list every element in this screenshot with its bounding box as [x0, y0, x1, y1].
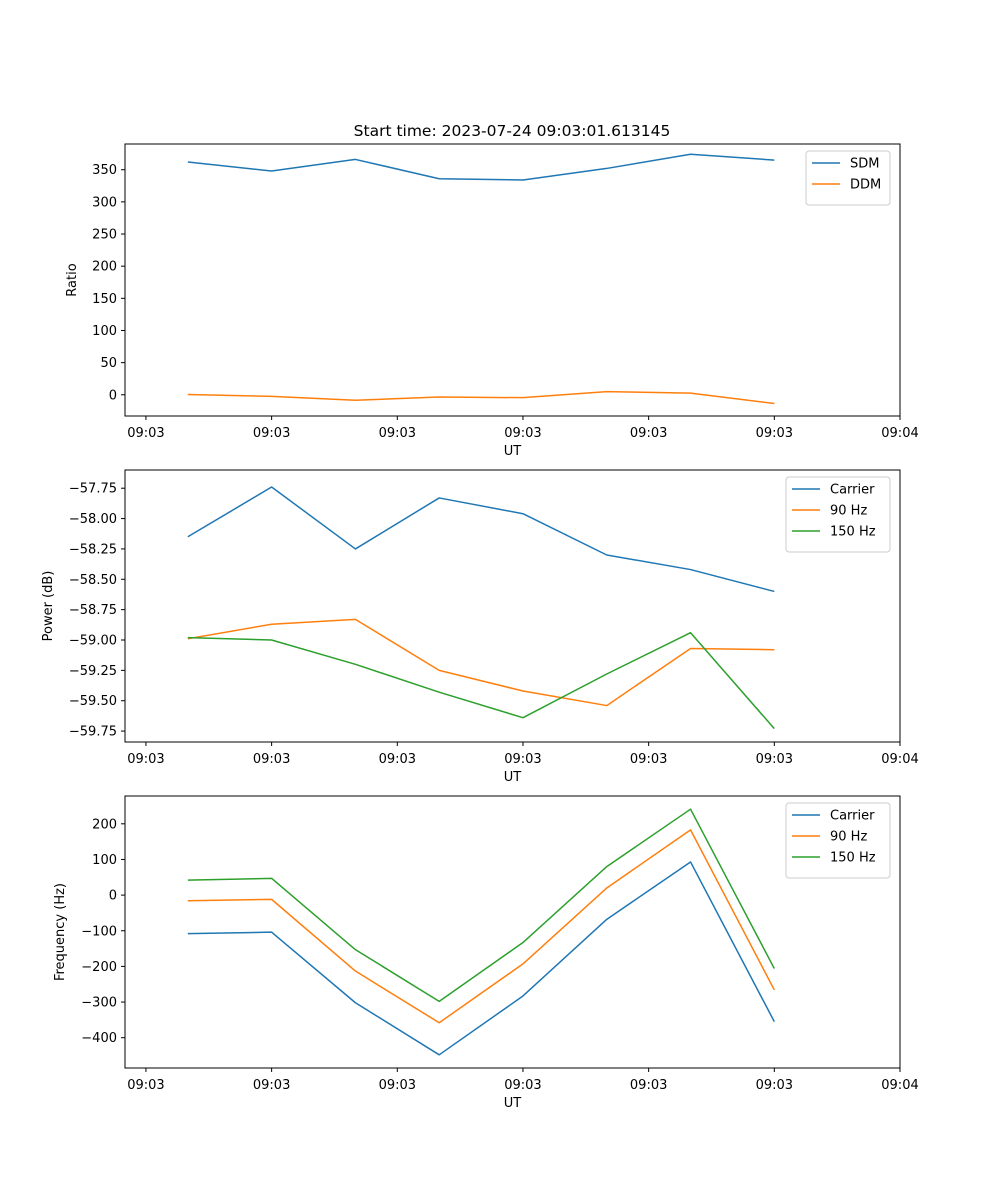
- x-axis-label: UT: [504, 444, 522, 459]
- legend-entry: 150 Hz: [830, 525, 876, 540]
- x-tick-label: 09:03: [379, 426, 416, 441]
- y-tick-label: 200: [92, 260, 117, 275]
- legend: Carrier 90 Hz 150 Hz: [785, 802, 891, 879]
- y-tick-label: −58.75: [69, 603, 117, 618]
- x-tick-label: 09:03: [127, 752, 164, 767]
- x-tick-label: 09:03: [379, 1078, 416, 1093]
- x-tick-label: 09:03: [630, 752, 667, 767]
- legend: SDM DDM: [805, 150, 891, 206]
- y-tick-label: −58.50: [69, 573, 117, 588]
- y-tick-label: −59.00: [69, 634, 117, 649]
- y-tick-label: −200: [81, 960, 117, 975]
- x-tick-label: 09:03: [253, 1078, 290, 1093]
- y-tick-label: −59.75: [69, 725, 117, 740]
- series-line-150-hz: [187, 631, 775, 730]
- x-tick-label: 09:04: [881, 752, 918, 767]
- y-tick-label: −100: [81, 924, 117, 939]
- y-axis-label: Power (dB): [41, 571, 56, 642]
- y-tick-label: 0: [109, 388, 117, 403]
- series-line-150-hz: [187, 808, 775, 1003]
- axes-frame: [124, 795, 901, 1069]
- y-tick-label: −58.25: [69, 542, 117, 557]
- axes-frame: [124, 469, 901, 743]
- series-line-ddm: [187, 390, 775, 405]
- x-tick-label: 09:03: [253, 752, 290, 767]
- x-tick-label: 09:03: [253, 426, 290, 441]
- legend-entry: Carrier: [830, 483, 875, 498]
- x-tick-label: 09:03: [504, 1078, 541, 1093]
- legend-box: [785, 802, 891, 879]
- y-tick-label: −58.00: [69, 512, 117, 527]
- x-tick-label: 09:03: [756, 752, 793, 767]
- x-tick-label: 09:03: [504, 426, 541, 441]
- x-tick-label: 09:03: [630, 426, 667, 441]
- y-tick-label: −400: [81, 1031, 117, 1046]
- y-tick-label: 0: [109, 889, 117, 904]
- x-tick-label: 09:03: [127, 1078, 164, 1093]
- y-tick-label: −57.75: [69, 482, 117, 497]
- y-tick-label: 100: [92, 853, 117, 868]
- y-tick-label: 200: [92, 817, 117, 832]
- series-line-carrier: [187, 486, 775, 593]
- y-tick-label: 250: [92, 228, 117, 243]
- legend-entry: 150 Hz: [830, 851, 876, 866]
- subplot-1: 09:03 09:03 09:03 09:03 09:03 09:03 09:04 0 50 10…: [65, 143, 919, 459]
- y-axis-label: Ratio: [65, 263, 80, 296]
- series-line-sdm: [187, 153, 775, 181]
- x-tick-label: 09:03: [630, 1078, 667, 1093]
- x-tick-label: 09:04: [881, 426, 918, 441]
- legend-box: [785, 476, 891, 553]
- x-tick-label: 09:03: [379, 752, 416, 767]
- y-tick-label: −59.50: [69, 694, 117, 709]
- y-axis-label: Frequency (Hz): [53, 883, 68, 981]
- series-line-90-hz: [187, 829, 775, 1024]
- figure-title: Start time: 2023-07-24 09:03:01.613145: [354, 122, 671, 140]
- y-tick-label: −59.25: [69, 664, 117, 679]
- y-tick-label: 300: [92, 195, 117, 210]
- subplot-3: 09:03 09:03 09:03 09:03 09:03 09:03 09:04 −400 −…: [53, 795, 919, 1111]
- legend-entry: DDM: [850, 178, 881, 193]
- subplot-2: 09:03 09:03 09:03 09:03 09:03 09:03 09:04 −59.7…: [41, 469, 919, 785]
- legend-entry: Carrier: [830, 809, 875, 824]
- axes-frame: [124, 143, 901, 417]
- legend-entry: SDM: [850, 157, 879, 172]
- y-tick-label: 150: [92, 292, 117, 307]
- x-tick-label: 09:03: [756, 426, 793, 441]
- x-tick-label: 09:03: [756, 1078, 793, 1093]
- series-line-90-hz: [187, 618, 775, 707]
- legend-entry: 90 Hz: [830, 504, 867, 519]
- x-axis-label: UT: [504, 770, 522, 785]
- series-line-carrier: [187, 861, 775, 1056]
- y-tick-label: 100: [92, 324, 117, 339]
- x-tick-label: 09:03: [504, 752, 541, 767]
- legend: Carrier 90 Hz 150 Hz: [785, 476, 891, 553]
- x-tick-label: 09:03: [127, 426, 164, 441]
- x-tick-label: 09:04: [881, 1078, 918, 1093]
- y-tick-label: 50: [100, 356, 117, 371]
- legend-entry: 90 Hz: [830, 830, 867, 845]
- y-tick-label: −300: [81, 996, 117, 1011]
- y-tick-label: 350: [92, 163, 117, 178]
- x-axis-label: UT: [504, 1096, 522, 1111]
- legend-box: [805, 150, 891, 206]
